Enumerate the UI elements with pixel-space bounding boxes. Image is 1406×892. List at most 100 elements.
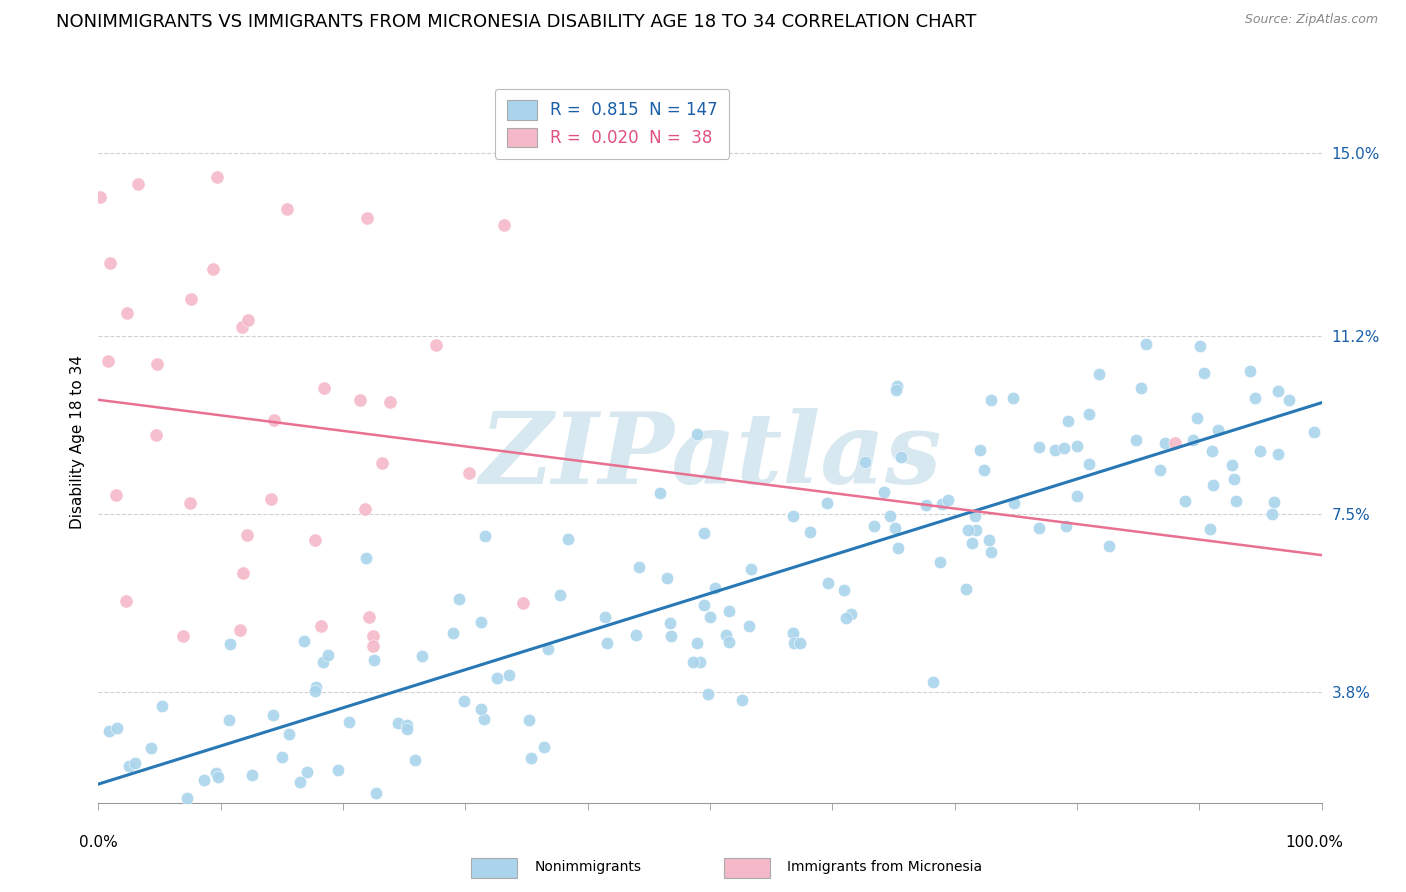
Point	[1188, 339, 1211, 353]
Point	[1004, 496, 1026, 510]
Point	[97, 354, 120, 368]
Point	[628, 559, 651, 574]
Point	[817, 575, 839, 590]
Point	[297, 764, 319, 779]
Point	[292, 633, 315, 648]
Point	[364, 786, 387, 800]
Point	[693, 525, 716, 540]
Point	[782, 626, 804, 640]
Point	[359, 609, 381, 624]
Point	[124, 756, 146, 771]
Point	[682, 655, 704, 669]
Point	[714, 628, 737, 642]
Point	[105, 721, 128, 735]
Point	[278, 727, 301, 741]
Point	[980, 544, 1002, 558]
Point	[1249, 444, 1271, 458]
Point	[396, 722, 419, 736]
Point	[304, 683, 326, 698]
Point	[112, 820, 135, 834]
Point	[832, 583, 855, 598]
Point	[176, 790, 198, 805]
Text: Nonimmigrants: Nonimmigrants	[534, 860, 641, 874]
Point	[236, 528, 259, 542]
Text: Source: ZipAtlas.com: Source: ZipAtlas.com	[1244, 13, 1378, 27]
Legend: R =  0.815  N = 147, R =  0.020  N =  38: R = 0.815 N = 147, R = 0.020 N = 38	[495, 88, 730, 159]
Point	[312, 381, 335, 395]
Point	[1088, 367, 1111, 381]
Point	[884, 383, 907, 397]
Point	[263, 412, 285, 426]
Point	[835, 610, 858, 624]
Point	[1164, 435, 1187, 450]
Point	[474, 529, 496, 543]
Point	[1002, 391, 1025, 405]
Point	[1202, 478, 1225, 492]
Y-axis label: Disability Age 18 to 34: Disability Age 18 to 34	[69, 354, 84, 529]
Point	[411, 649, 433, 664]
Point	[201, 262, 224, 277]
Point	[659, 629, 682, 643]
Point	[965, 523, 987, 537]
Point	[737, 619, 759, 633]
Point	[979, 533, 1001, 547]
Point	[718, 635, 741, 649]
Text: NONIMMIGRANTS VS IMMIGRANTS FROM MICRONESIA DISABILITY AGE 18 TO 34 CORRELATION : NONIMMIGRANTS VS IMMIGRANTS FROM MICRONE…	[56, 13, 977, 31]
Point	[1057, 414, 1080, 428]
Point	[492, 218, 515, 232]
Point	[363, 640, 385, 654]
Point	[396, 718, 419, 732]
Point	[172, 629, 194, 643]
Point	[782, 508, 804, 523]
Point	[1199, 522, 1222, 536]
Point	[693, 598, 716, 612]
Point	[957, 523, 980, 537]
Point	[887, 541, 910, 555]
Point	[1053, 441, 1076, 455]
Point	[650, 486, 672, 500]
Point	[316, 648, 339, 663]
Point	[115, 594, 138, 608]
Point	[1078, 457, 1101, 471]
Point	[1225, 493, 1247, 508]
Text: 100.0%: 100.0%	[1285, 836, 1344, 850]
Point	[557, 533, 579, 547]
Point	[931, 497, 953, 511]
Point	[593, 610, 616, 624]
Point	[349, 392, 371, 407]
Point	[863, 519, 886, 533]
Point	[973, 463, 995, 477]
Point	[659, 615, 682, 630]
Point	[89, 189, 111, 203]
Point	[517, 713, 540, 727]
Point	[955, 582, 977, 597]
Point	[447, 591, 470, 606]
Point	[1043, 442, 1066, 457]
Point	[205, 169, 228, 184]
Point	[789, 635, 811, 649]
Point	[150, 698, 173, 713]
Point	[353, 502, 375, 516]
Point	[1223, 472, 1246, 486]
Point	[624, 628, 647, 642]
Point	[370, 456, 392, 470]
Point	[139, 741, 162, 756]
Point	[271, 750, 294, 764]
Point	[1028, 521, 1050, 535]
Point	[655, 571, 678, 585]
Point	[839, 607, 862, 621]
Point	[1130, 381, 1153, 395]
Point	[363, 629, 385, 643]
Point	[537, 641, 560, 656]
Point	[180, 292, 202, 306]
Point	[305, 680, 328, 694]
Point	[470, 615, 492, 629]
Point	[703, 582, 725, 596]
Point	[120, 820, 142, 834]
Point	[1263, 495, 1285, 509]
Point	[815, 496, 838, 510]
Point	[326, 763, 349, 777]
Point	[922, 675, 945, 690]
Point	[689, 655, 711, 669]
Point	[1220, 458, 1243, 473]
